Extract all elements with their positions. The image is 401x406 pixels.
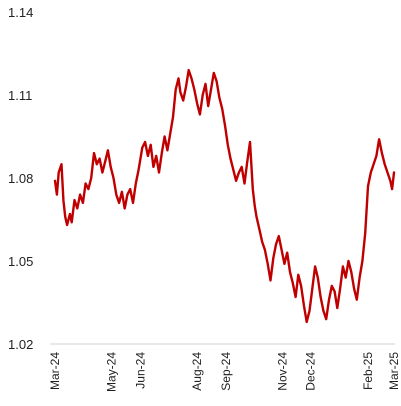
x-tick-label: Feb-25 [361,352,375,390]
x-tick-label: Nov-24 [276,352,290,391]
x-tick-label: Jun-24 [133,352,147,389]
x-tick-label: Mar-24 [48,352,62,390]
series-line [53,68,396,324]
x-tick-labels: Mar-24 May-24 Jun-24 Aug-24 Sep-24 Nov-24 Dec-… [48,352,401,392]
y-tick-label: 1.05 [8,254,33,269]
x-tick-label: Mar-25 [387,352,401,390]
y-tick-label: 1.08 [8,171,33,186]
y-tick-label: 1.02 [8,337,33,352]
x-tick-label: Dec-24 [303,352,317,391]
x-tick-label: Sep-24 [219,352,233,391]
x-tick-label: May-24 [105,352,119,392]
x-tick-label: Aug-24 [190,352,204,391]
y-tick-label: 1.11 [8,88,32,103]
y-tick-label: 1.14 [8,5,33,20]
y-tick-labels: 1.02 1.05 1.08 1.11 1.14 [8,5,33,352]
